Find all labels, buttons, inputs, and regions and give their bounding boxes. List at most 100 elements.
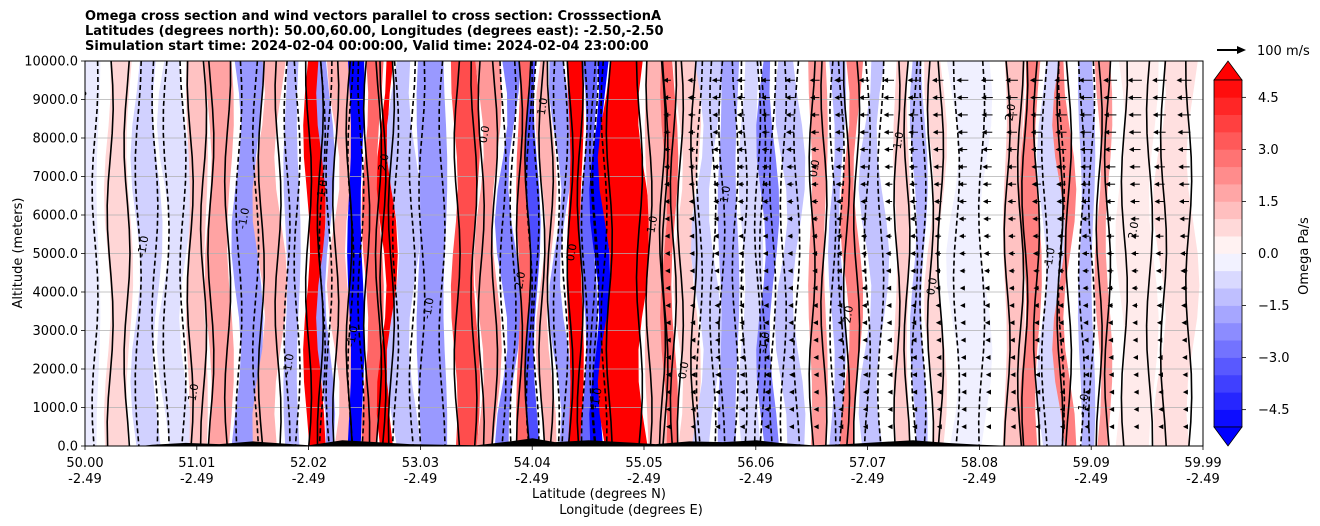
wind-vector-head <box>1177 147 1183 153</box>
chart-title: Omega cross section and wind vectors par… <box>85 9 664 54</box>
wind-vector-head <box>662 77 668 83</box>
wind-vector-head <box>1127 95 1133 101</box>
contour-line <box>532 61 540 446</box>
wind-vector-head <box>665 424 671 430</box>
contour-line <box>919 61 927 446</box>
wind-vector-head <box>1176 95 1182 101</box>
x-tick-label-lat: 59.09 <box>1073 456 1110 471</box>
wind-vector-head <box>1083 337 1089 343</box>
wind-vector-head <box>1153 129 1159 135</box>
wind-vector-head <box>1034 372 1040 378</box>
wind-vector-head <box>1132 337 1138 343</box>
contour-line <box>876 61 885 446</box>
wind-vector-head <box>960 354 966 360</box>
wind-vector-head <box>912 406 918 412</box>
contour-line <box>566 61 574 446</box>
contour-line <box>1159 61 1168 446</box>
wind-vector-head <box>1081 216 1087 222</box>
wind-vector-head <box>713 251 719 256</box>
contour-line <box>561 61 569 446</box>
wind-vector-head <box>838 424 844 430</box>
wind-vector-head <box>838 389 844 395</box>
wind-vector-head <box>715 389 721 395</box>
contour-line <box>408 61 417 446</box>
wind-vector-head <box>786 181 792 187</box>
wind-vector-head <box>737 199 743 205</box>
wind-vector-head <box>835 199 841 205</box>
wind-vector-head <box>1178 164 1184 170</box>
wind-vector-head <box>739 389 745 395</box>
wind-vector-head <box>982 147 988 153</box>
wind-vector-head <box>761 112 767 118</box>
wind-vector-head <box>886 302 892 308</box>
y-tick-label: 2000.0 <box>33 363 79 378</box>
wind-vector-head <box>1181 337 1187 343</box>
wind-vector-head <box>1055 164 1061 170</box>
colorbar-tick-label: 0.0 <box>1258 247 1279 262</box>
wind-vector-head <box>687 77 693 83</box>
contour-line <box>731 61 740 446</box>
wind-vector-head <box>687 112 693 118</box>
wind-vector-head <box>812 268 818 274</box>
contour-line <box>325 61 333 446</box>
wind-vector-head <box>1158 406 1164 412</box>
wind-vector-head <box>1010 406 1016 412</box>
wind-vector-head <box>665 268 671 274</box>
wind-vector-head <box>1128 147 1134 153</box>
colorbar-tick-label: 1.5 <box>1258 195 1279 210</box>
wind-vector-head <box>936 389 942 395</box>
contour-line <box>893 61 901 446</box>
wind-vector-head <box>764 337 770 343</box>
wind-vector-head <box>1055 147 1061 153</box>
x-axis-label-latitude: Latitude (degrees N) <box>532 487 666 502</box>
wind-vector-head <box>1031 164 1037 170</box>
wind-vector-head <box>836 216 842 222</box>
wind-vector-head <box>812 285 818 291</box>
wind-vector-head <box>763 268 769 274</box>
wind-vector-head <box>688 181 694 187</box>
wind-vector-head <box>715 406 721 412</box>
wind-vector-head <box>761 164 767 170</box>
wind-vector-head <box>1129 181 1135 187</box>
wind-vector-head <box>689 216 695 222</box>
wind-vector-head <box>1129 164 1135 170</box>
wind-vector-head <box>1083 354 1089 360</box>
wind-vector-head <box>1031 199 1037 205</box>
contour-line <box>977 61 986 446</box>
y-axis-label: Altitude (meters) <box>11 198 26 309</box>
quiver-key-label: 100 m/s <box>1257 44 1310 59</box>
wind-vector-head <box>961 406 967 412</box>
wind-vector-head <box>712 164 718 170</box>
wind-vector-head <box>1055 129 1061 135</box>
wind-vector-head <box>1057 268 1063 274</box>
wind-vector-head <box>983 233 989 239</box>
wind-vector-head <box>762 181 768 187</box>
wind-vector-head <box>785 129 791 135</box>
contour-line <box>470 61 478 446</box>
wind-vector-head <box>862 406 868 412</box>
wind-vector-head <box>690 424 696 430</box>
contour-line <box>304 61 313 446</box>
contour-line <box>418 61 426 446</box>
wind-vector-head <box>1108 372 1114 378</box>
colorbar-level <box>1214 218 1242 237</box>
wind-vector-head <box>984 268 990 274</box>
wind-vector-head <box>859 129 865 135</box>
wind-vector-head <box>1057 251 1063 256</box>
contour-line <box>186 61 195 446</box>
colorbar-level <box>1214 80 1242 98</box>
wind-vector-head <box>1155 251 1161 256</box>
x-tick-label-lon: -2.49 <box>739 472 773 487</box>
wind-vector-head <box>885 268 891 274</box>
wind-vector-head <box>1032 216 1038 222</box>
wind-vector-head <box>1180 268 1186 274</box>
wind-vector-head <box>1106 251 1112 256</box>
wind-vector-head <box>1009 337 1015 343</box>
wind-vector-head <box>834 112 840 118</box>
wind-vector-head <box>908 129 914 135</box>
colorbar-tick-label: 3.0 <box>1258 143 1279 158</box>
y-tick-label: 10000.0 <box>24 55 78 70</box>
wind-vector-head <box>1010 354 1016 360</box>
wind-vector-head <box>936 424 942 430</box>
x-tick-label-lon: -2.49 <box>851 472 885 487</box>
